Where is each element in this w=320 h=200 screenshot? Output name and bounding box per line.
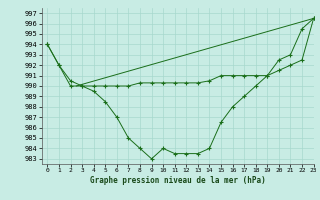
- X-axis label: Graphe pression niveau de la mer (hPa): Graphe pression niveau de la mer (hPa): [90, 176, 266, 185]
